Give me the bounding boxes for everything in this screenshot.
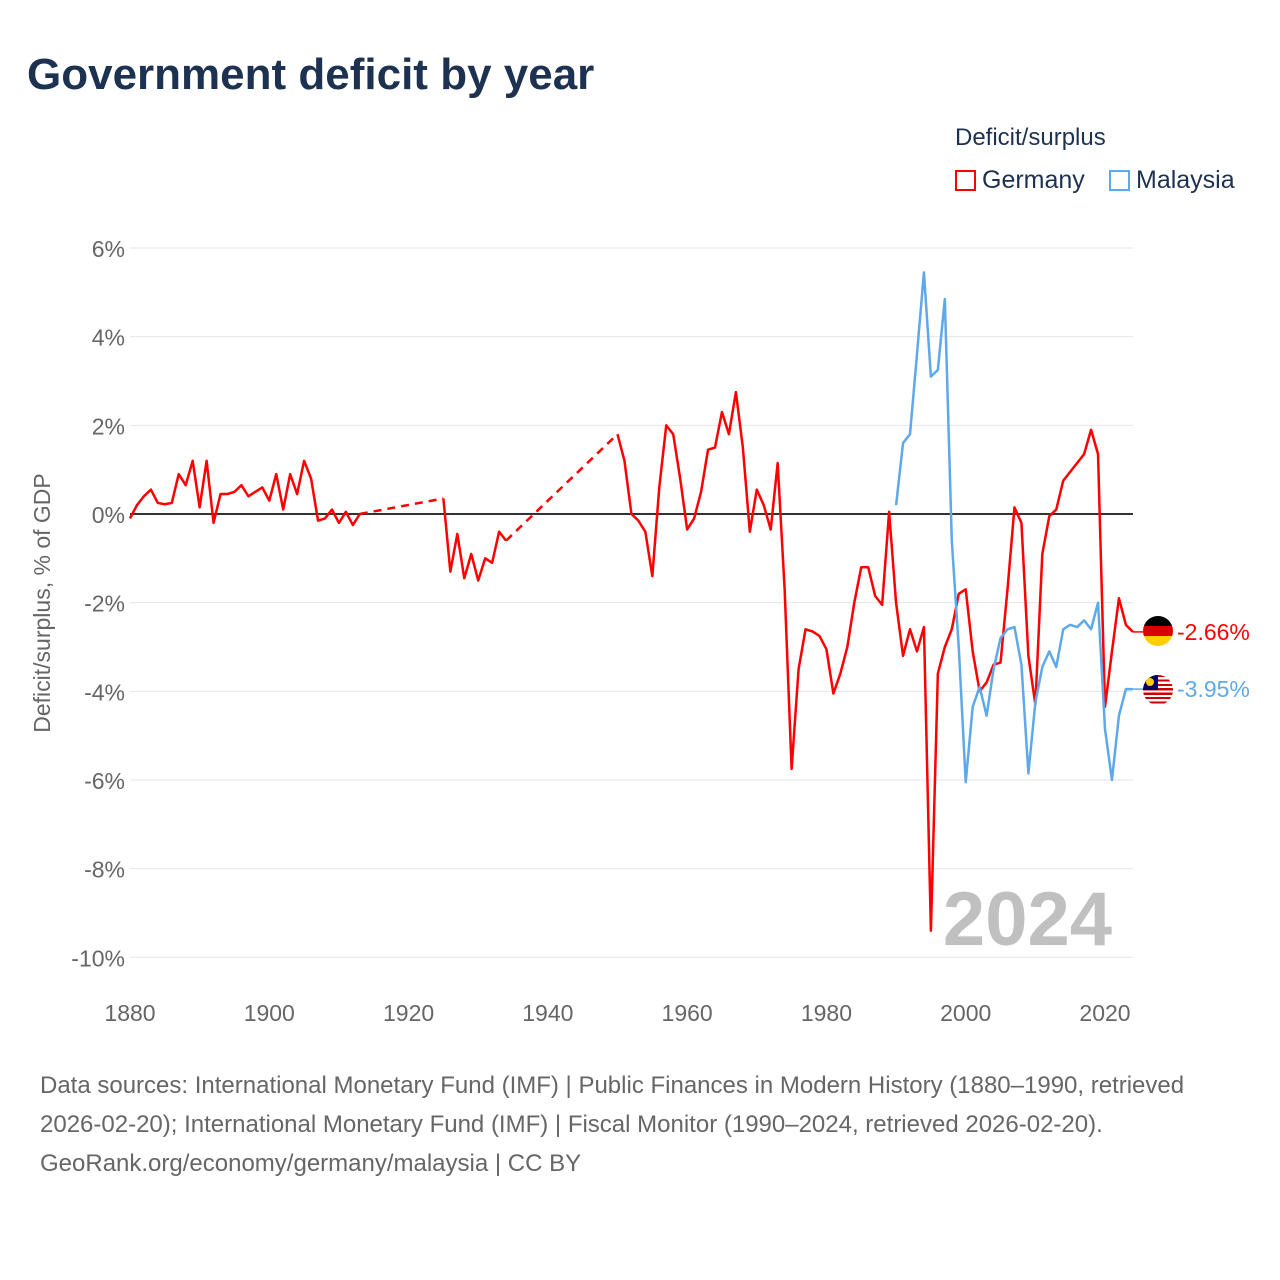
legend-item-malaysia[interactable]: Malaysia xyxy=(1109,166,1235,195)
x-tick-label: 2020 xyxy=(1079,1000,1130,1026)
x-tick-label: 1940 xyxy=(522,1000,573,1026)
y-tick-label: 4% xyxy=(92,325,125,351)
data-sources: Data sources: International Monetary Fun… xyxy=(40,1072,1185,1138)
series-gap-germany xyxy=(505,433,619,542)
chart-title: Government deficit by year xyxy=(27,50,595,99)
x-tick-label: 1880 xyxy=(104,1000,155,1026)
series-line-germany xyxy=(616,390,1134,932)
y-tick-label: -2% xyxy=(84,591,125,617)
y-tick-label: -10% xyxy=(71,945,125,971)
x-tick-label: 1920 xyxy=(383,1000,434,1026)
legend-label-malaysia: Malaysia xyxy=(1136,166,1235,194)
series-line-germany xyxy=(128,459,361,527)
y-tick-label: -6% xyxy=(84,768,125,794)
credit-link[interactable]: GeoRank.org/economy/germany/malaysia | C… xyxy=(40,1150,582,1177)
series-line-malaysia xyxy=(894,271,1133,784)
y-axis-label: Deficit/surplus, % of GDP xyxy=(29,473,55,732)
legend-item-germany[interactable]: Germany xyxy=(955,166,1085,195)
y-tick-label: -8% xyxy=(84,857,125,883)
y-tick-label: 6% xyxy=(92,236,125,262)
malaysia-flag-icon xyxy=(1143,675,1173,705)
x-tick-label: 1980 xyxy=(801,1000,852,1026)
legend-title: Deficit/surplus xyxy=(955,124,1106,151)
germany-flag-icon xyxy=(1143,616,1173,646)
legend-swatch-germany xyxy=(955,170,976,191)
x-tick-label: 1960 xyxy=(662,1000,713,1026)
series-line-germany xyxy=(442,498,508,582)
series-gap-germany xyxy=(359,497,444,516)
y-tick-label: 0% xyxy=(92,502,125,528)
legend-swatch-malaysia xyxy=(1109,170,1130,191)
end-label-malaysia: -3.95% xyxy=(1177,676,1250,702)
legend-label-germany: Germany xyxy=(982,166,1085,194)
y-tick-label: -4% xyxy=(84,679,125,705)
y-tick-label: 2% xyxy=(92,413,125,439)
year-watermark: 2024 xyxy=(943,877,1112,962)
footer: Data sources: International Monetary Fun… xyxy=(40,1066,1240,1183)
end-label-germany: -2.66% xyxy=(1177,619,1250,645)
x-tick-label: 1900 xyxy=(244,1000,295,1026)
x-tick-label: 2000 xyxy=(940,1000,991,1026)
